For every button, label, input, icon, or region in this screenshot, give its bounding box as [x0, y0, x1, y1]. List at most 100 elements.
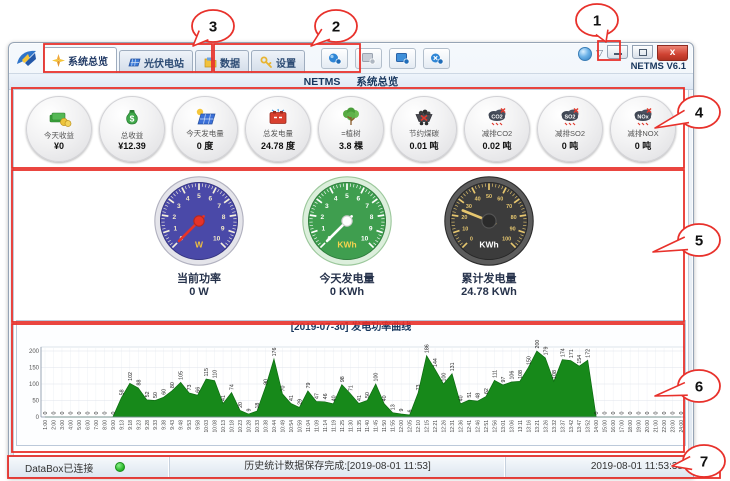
svg-text:176: 176 — [272, 348, 278, 357]
status-globe-icon[interactable] — [578, 47, 593, 61]
svg-text:12:00: 12:00 — [399, 420, 405, 433]
svg-text:KWh: KWh — [479, 239, 498, 249]
connection-status-text: DataBox已连接 — [25, 463, 94, 475]
breadcrumb-app: NETMS — [303, 75, 341, 88]
version-label: NETMS V6.1 — [630, 61, 686, 72]
svg-text:9:43: 9:43 — [170, 420, 176, 430]
svg-text:144: 144 — [433, 358, 439, 367]
breadcrumb: NETMS 系统总览 — [9, 73, 693, 90]
svg-text:51: 51 — [467, 392, 473, 398]
stat-today-energy: 今天发电量 0 度 — [172, 96, 238, 162]
svg-text:9:58: 9:58 — [196, 420, 202, 430]
minimize-button[interactable] — [607, 45, 628, 59]
svg-text:2: 2 — [173, 214, 177, 221]
svg-text:108: 108 — [552, 370, 558, 379]
svg-text:9:00: 9:00 — [111, 420, 117, 430]
tab-pv-station[interactable]: 光伏电站 — [119, 50, 193, 73]
svg-text:10:03: 10:03 — [204, 420, 210, 433]
tab-label: 数据 — [220, 58, 240, 70]
svg-text:1: 1 — [173, 226, 177, 233]
svg-text:20:00: 20:00 — [645, 420, 651, 433]
svg-text:48: 48 — [475, 393, 481, 399]
svg-text:4: 4 — [186, 196, 190, 203]
svg-text:30: 30 — [466, 204, 472, 210]
maximize-button[interactable] — [632, 45, 653, 59]
svg-text:SO2: SO2 — [564, 114, 575, 120]
svg-text:10:18: 10:18 — [230, 420, 236, 433]
svg-text:40: 40 — [475, 197, 481, 203]
svg-text:100: 100 — [442, 373, 448, 382]
statusbar-message: 历史统计数据保存完成:[2019-08-01 11:53] — [169, 457, 505, 477]
svg-text:13:06: 13:06 — [509, 420, 515, 433]
chevron-down-icon[interactable]: ▽ — [596, 48, 603, 58]
stat-value: 0.02 吨 — [482, 141, 512, 151]
tree-icon — [338, 106, 364, 127]
svg-text:0: 0 — [594, 412, 600, 415]
svg-text:11:14: 11:14 — [323, 420, 329, 432]
toolbar-device-online-button[interactable] — [389, 48, 416, 69]
stat-label: 总收益 — [120, 130, 144, 140]
svg-text:0: 0 — [470, 236, 473, 242]
title-bar: 系统总览 光伏电站 数据 设 — [9, 43, 693, 73]
device-offline-icon — [362, 53, 376, 65]
svg-text:150: 150 — [526, 356, 532, 365]
svg-text:60: 60 — [497, 197, 503, 203]
svg-text:0: 0 — [628, 412, 634, 415]
disconnect-icon — [431, 53, 444, 65]
svg-text:52: 52 — [145, 391, 151, 397]
svg-text:11:30: 11:30 — [348, 420, 354, 432]
svg-text:41: 41 — [357, 395, 363, 401]
svg-text:12:10: 12:10 — [416, 420, 422, 433]
toolbar-disconnect-button[interactable] — [423, 48, 450, 69]
svg-text:0: 0 — [645, 412, 651, 415]
svg-text:100: 100 — [502, 236, 511, 242]
svg-text:7:00: 7:00 — [94, 420, 100, 430]
stat-label: 减排SO2 — [554, 129, 585, 138]
svg-text:18:00: 18:00 — [628, 420, 634, 433]
gauge-today-energy: 012345678910KWh 今天发电量 0 KWh — [272, 174, 422, 298]
nox-cloud-icon: NOx — [630, 106, 656, 127]
svg-text:3:00: 3:00 — [60, 420, 66, 430]
svg-text:2: 2 — [332, 19, 340, 36]
svg-text:10:44: 10:44 — [272, 420, 278, 433]
stat-label: 总发电量 — [263, 129, 293, 138]
stat-value: 0 吨 — [561, 141, 579, 151]
svg-text:5: 5 — [197, 193, 201, 200]
svg-text:108: 108 — [518, 370, 524, 379]
current-power-dial: 012345678910W — [154, 176, 244, 266]
svg-text:9:13: 9:13 — [119, 420, 125, 430]
connect-icon — [329, 53, 342, 65]
svg-text:9: 9 — [399, 409, 405, 412]
svg-text:5: 5 — [695, 233, 703, 250]
tab-system-overview[interactable]: 系统总览 — [43, 47, 117, 73]
svg-text:9:38: 9:38 — [162, 420, 168, 430]
stat-value: 24.78 度 — [260, 141, 296, 151]
window-controls: ▽ x — [578, 45, 688, 61]
svg-text:12:05: 12:05 — [408, 420, 414, 433]
svg-text:0: 0 — [68, 412, 74, 415]
svg-text:13:42: 13:42 — [569, 420, 575, 433]
svg-text:0: 0 — [60, 412, 66, 415]
svg-text:4: 4 — [695, 105, 704, 122]
svg-text:90: 90 — [510, 227, 516, 233]
close-button[interactable]: x — [657, 45, 688, 61]
toolbar-connect-button[interactable] — [321, 48, 348, 69]
svg-text:62: 62 — [484, 388, 490, 394]
tab-settings[interactable]: 设置 — [251, 50, 305, 73]
toolbar-device-offline-button[interactable] — [355, 48, 382, 69]
svg-text:10:28: 10:28 — [247, 420, 253, 433]
svg-text:9:33: 9:33 — [153, 420, 159, 430]
tab-data[interactable]: 数据 — [195, 50, 249, 73]
app-logo-icon — [15, 47, 39, 71]
svg-text:11:55: 11:55 — [391, 420, 397, 432]
svg-text:0: 0 — [620, 412, 626, 415]
svg-text:6: 6 — [408, 410, 414, 413]
svg-text:111: 111 — [492, 370, 498, 378]
svg-text:11:25: 11:25 — [340, 420, 346, 432]
overview-icon — [52, 54, 65, 67]
svg-text:40: 40 — [459, 395, 465, 401]
statusbar-connection: DataBox已连接 — [9, 457, 169, 477]
pv-station-icon — [128, 58, 141, 66]
svg-text:179: 179 — [543, 347, 549, 356]
